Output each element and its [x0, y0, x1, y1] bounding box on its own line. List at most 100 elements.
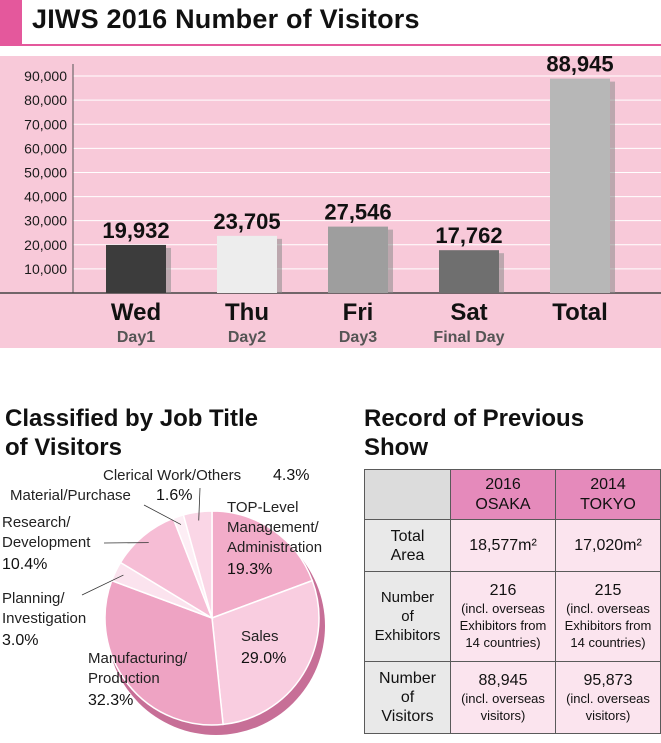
- row-head-exhibitors: Number of Exhibitors: [364, 571, 451, 662]
- slice-label: Manufacturing/: [88, 650, 188, 667]
- cell-note: (incl. overseas: [566, 690, 650, 706]
- slice-label: Research/: [2, 514, 71, 531]
- table-row: Total Area 18,577m² 17,020m²: [364, 519, 661, 572]
- bar-shadow: [499, 253, 504, 293]
- bar-chart: 10,000 20,000 30,000 40,000 50,000 60,000 70,0…: [0, 56, 661, 346]
- y-tick-label: 40,000: [24, 189, 67, 205]
- slice-percent: 29.0%: [241, 650, 286, 667]
- pie-chart-title: Classified by Job Title of Visitors: [5, 404, 325, 462]
- bar: [106, 244, 166, 293]
- title-accent: [0, 0, 22, 44]
- leader-line: [198, 487, 201, 521]
- pie-slice: [211, 579, 320, 726]
- category-label: Fri: [343, 299, 374, 326]
- slice-percent: 4.3%: [273, 467, 309, 484]
- table-row: Number of Exhibitors 216 (incl. overseas…: [364, 571, 661, 662]
- cell-exhibitors-2014: 215 (incl. overseas Exhibitors from 14 c…: [555, 571, 661, 662]
- bar-shadow: [388, 229, 393, 293]
- bar-value-label: 17,762: [435, 223, 502, 248]
- bar: [217, 235, 277, 293]
- col-head-place: TOKYO: [580, 495, 636, 513]
- slice-label: Management/: [227, 519, 320, 536]
- category-label: Thu: [225, 299, 269, 326]
- slice-label: Material/Purchase: [10, 487, 131, 504]
- table-row: Number of Visitors 88,945 (incl. oversea…: [364, 661, 661, 734]
- category-label: Total: [552, 299, 608, 326]
- pie-slice: [119, 517, 214, 620]
- col-head-year: 2016: [485, 475, 521, 493]
- cell-main-value: 216: [489, 582, 517, 599]
- slice-label: Administration: [227, 539, 322, 556]
- cell-area-2016: 18,577m²: [450, 519, 556, 572]
- record-title-line: Show: [364, 434, 428, 461]
- bar: [328, 226, 388, 293]
- pie-slice: [182, 510, 213, 619]
- row-head-line: Area: [390, 546, 425, 564]
- cell-note: Exhibitors from: [459, 618, 547, 633]
- slice-percent: 19.3%: [227, 561, 272, 578]
- pie-title-line: of Visitors: [5, 434, 122, 461]
- row-head-line: Number: [380, 589, 435, 606]
- pie-slice: [104, 579, 224, 726]
- cell-note: (incl. overseas: [461, 601, 545, 616]
- y-tick-label: 50,000: [24, 164, 67, 180]
- record-title: Record of Previous Show: [364, 404, 654, 462]
- slice-percent: 32.3%: [88, 692, 133, 709]
- category-label: Wed: [111, 299, 161, 326]
- table-corner-cell: [364, 469, 451, 520]
- cell-note: 14 countries): [465, 635, 541, 650]
- y-tick-label: 10,000: [24, 261, 67, 277]
- col-head-2014: 2014 TOKYO: [555, 469, 661, 520]
- cell-note: Exhibitors from: [564, 618, 652, 633]
- category-sublabel: Day1: [117, 329, 155, 346]
- slice-label: Clerical Work/Others: [103, 467, 241, 484]
- col-head-place: OSAKA: [475, 495, 531, 513]
- record-title-line: Record of Previous: [364, 405, 585, 432]
- row-head-line: Total: [390, 527, 425, 545]
- y-tick-label: 90,000: [24, 68, 67, 84]
- slice-percent: 1.6%: [156, 487, 192, 504]
- bar-value-label: 27,546: [324, 200, 391, 225]
- bar-value-label: 19,932: [102, 218, 169, 243]
- category-sublabel: Day3: [339, 329, 377, 346]
- bar-value-label: 23,705: [213, 209, 280, 234]
- cell-note: visitors): [480, 707, 526, 723]
- cell-exhibitors-2016: 216 (incl. overseas Exhibitors from 14 c…: [450, 571, 556, 662]
- cell-main-value: 17,020m²: [574, 536, 642, 554]
- bar-chart-panel: 10,000 20,000 30,000 40,000 50,000 60,000 70,0…: [0, 56, 661, 348]
- record-table: 2016 OSAKA 2014 TOKYO Total Area 18,577m…: [364, 469, 661, 734]
- cell-note: 14 countries): [570, 635, 646, 650]
- bar-value-label: 88,945: [546, 56, 613, 77]
- cell-main-value: 215: [594, 582, 622, 599]
- bar: [550, 78, 610, 293]
- cell-visitors-2016: 88,945 (incl. overseas visitors): [450, 661, 556, 734]
- row-head-visitors: Number of Visitors: [364, 661, 451, 734]
- y-tick-label: 30,000: [24, 213, 67, 229]
- leader-line: [81, 574, 124, 596]
- slice-percent: 3.0%: [2, 632, 38, 649]
- category-label: Sat: [450, 299, 487, 326]
- col-head-year: 2014: [590, 475, 626, 493]
- pie-title-line: Classified by Job Title: [5, 405, 258, 432]
- y-tick-label: 80,000: [24, 92, 67, 108]
- slice-label: Production: [88, 670, 160, 687]
- row-head-line: Number: [379, 670, 436, 687]
- cell-note: (incl. overseas: [461, 690, 545, 706]
- row-head-line: of: [400, 689, 415, 706]
- pie-slice: [211, 510, 314, 620]
- y-tick-label: 60,000: [24, 140, 67, 156]
- bar: [439, 250, 499, 293]
- pie-chart: TOP-Level Management/Administration 19.3% S…: [2, 467, 325, 735]
- y-tick-label: 70,000: [24, 116, 67, 132]
- slice-label: TOP-Level: [227, 499, 298, 516]
- table-header-row: 2016 OSAKA 2014 TOKYO: [364, 469, 661, 520]
- y-tick-label: 20,000: [24, 237, 67, 253]
- row-head-line: of: [401, 608, 414, 625]
- cell-main-value: 18,577m²: [469, 536, 537, 554]
- slice-percent: 10.4%: [2, 556, 47, 573]
- bar-shadow: [610, 81, 615, 293]
- slice-label: Planning/: [2, 590, 65, 607]
- row-head-line: Visitors: [381, 708, 434, 725]
- cell-visitors-2014: 95,873 (incl. overseas visitors): [555, 661, 661, 734]
- cell-main-value: 95,873: [583, 671, 633, 689]
